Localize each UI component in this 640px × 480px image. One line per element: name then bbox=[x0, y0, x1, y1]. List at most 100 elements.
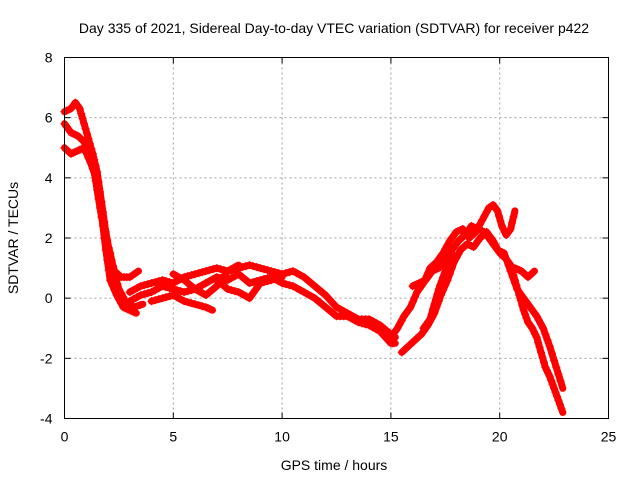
data-point-marker bbox=[556, 377, 565, 386]
data-point-marker bbox=[296, 286, 305, 295]
data-point-marker bbox=[490, 202, 499, 211]
data-point-marker bbox=[129, 286, 138, 295]
data-point-marker bbox=[502, 230, 511, 239]
data-point-marker bbox=[372, 325, 381, 334]
data-point-marker bbox=[158, 294, 167, 303]
data-point-marker bbox=[281, 280, 290, 289]
data-point-marker bbox=[492, 204, 501, 213]
data-point-marker bbox=[504, 261, 513, 270]
data-point-marker bbox=[98, 221, 107, 230]
data-point-marker bbox=[288, 282, 297, 291]
data-point-marker bbox=[194, 287, 203, 296]
y-tick-label: -2 bbox=[40, 350, 53, 366]
data-point-marker bbox=[526, 322, 535, 331]
data-point-marker bbox=[81, 124, 90, 133]
data-point-marker bbox=[440, 269, 449, 278]
data-point-marker bbox=[172, 293, 181, 302]
data-point-marker bbox=[227, 274, 236, 283]
data-point-marker bbox=[478, 215, 487, 224]
data-point-marker bbox=[436, 281, 445, 290]
x-axis-label: GPS time / hours bbox=[281, 457, 388, 473]
x-tick-label: 0 bbox=[61, 429, 69, 445]
x-tick-label: 15 bbox=[383, 429, 399, 445]
data-point-marker bbox=[441, 245, 450, 254]
data-point-marker bbox=[110, 286, 119, 295]
data-point-marker bbox=[551, 388, 560, 397]
data-point-marker bbox=[212, 282, 221, 291]
data-point-marker bbox=[216, 277, 225, 286]
data-point-marker bbox=[408, 298, 417, 307]
data-point-marker bbox=[151, 296, 160, 305]
data-point-marker bbox=[505, 226, 514, 235]
x-tick-label: 25 bbox=[601, 429, 617, 445]
data-point-marker bbox=[354, 318, 363, 327]
data-point-marker bbox=[180, 288, 189, 297]
data-point-marker bbox=[198, 302, 207, 311]
data-point-marker bbox=[379, 331, 388, 340]
data-point-marker bbox=[194, 269, 203, 278]
data-point-marker bbox=[357, 319, 366, 328]
data-point-marker bbox=[506, 224, 515, 233]
data-point-marker bbox=[209, 265, 218, 274]
data-point-marker bbox=[162, 293, 171, 302]
data-point-marker bbox=[365, 321, 374, 330]
data-point-marker bbox=[519, 306, 528, 315]
data-point-marker bbox=[288, 267, 297, 276]
data-point-marker bbox=[446, 253, 455, 262]
data-point-marker bbox=[114, 295, 123, 304]
data-point-marker bbox=[143, 280, 152, 289]
data-point-marker bbox=[165, 292, 174, 301]
data-point-marker bbox=[198, 268, 207, 277]
data-point-marker bbox=[480, 211, 489, 220]
data-point-marker bbox=[129, 295, 138, 304]
data-point-marker bbox=[154, 284, 163, 293]
data-series bbox=[60, 98, 567, 416]
data-point-marker bbox=[547, 376, 556, 385]
data-point-marker bbox=[545, 372, 554, 381]
data-point-marker bbox=[100, 234, 109, 242]
x-tick-label: 5 bbox=[169, 429, 177, 445]
data-point-marker bbox=[82, 148, 91, 157]
data-point-marker bbox=[249, 278, 258, 287]
data-point-marker bbox=[201, 267, 210, 276]
data-point-marker bbox=[223, 285, 232, 294]
data-point-marker bbox=[554, 396, 563, 405]
data-point-marker bbox=[97, 209, 106, 218]
data-point-marker bbox=[198, 281, 207, 290]
data-point-marker bbox=[176, 295, 185, 304]
data-point-marker bbox=[183, 287, 192, 296]
data-point-marker bbox=[245, 261, 254, 270]
data-point-marker bbox=[93, 176, 102, 185]
data-point-marker bbox=[94, 187, 103, 196]
data-point-marker bbox=[241, 262, 250, 271]
data-point-marker bbox=[172, 272, 181, 281]
data-point-marker bbox=[368, 323, 377, 332]
data-point-marker bbox=[71, 98, 80, 107]
data-point-marker bbox=[125, 297, 134, 306]
data-point-marker bbox=[165, 284, 174, 293]
data-point-marker bbox=[133, 284, 142, 293]
y-tick-label: 8 bbox=[45, 50, 53, 66]
data-point-marker bbox=[117, 299, 126, 308]
data-point-marker bbox=[285, 281, 294, 290]
data-point-marker bbox=[191, 285, 200, 294]
y-tick-label: -4 bbox=[40, 411, 53, 427]
y-tick-label: 4 bbox=[45, 170, 53, 186]
data-point-marker bbox=[147, 279, 156, 288]
data-point-marker bbox=[554, 370, 563, 379]
data-point-marker bbox=[183, 298, 192, 307]
data-point-marker bbox=[106, 276, 115, 285]
data-point-marker bbox=[169, 291, 178, 300]
data-point-marker bbox=[252, 263, 261, 272]
data-point-marker bbox=[96, 198, 105, 207]
data-point-marker bbox=[130, 308, 139, 317]
data-point-marker bbox=[256, 264, 265, 273]
data-point-marker bbox=[552, 363, 561, 372]
data-point-marker bbox=[176, 287, 185, 296]
data-point-marker bbox=[151, 286, 160, 295]
data-point-marker bbox=[270, 275, 279, 284]
data-point-marker bbox=[252, 284, 261, 293]
y-tick-label: 2 bbox=[45, 230, 53, 246]
data-point-marker bbox=[393, 324, 402, 333]
data-point-marker bbox=[493, 206, 502, 215]
